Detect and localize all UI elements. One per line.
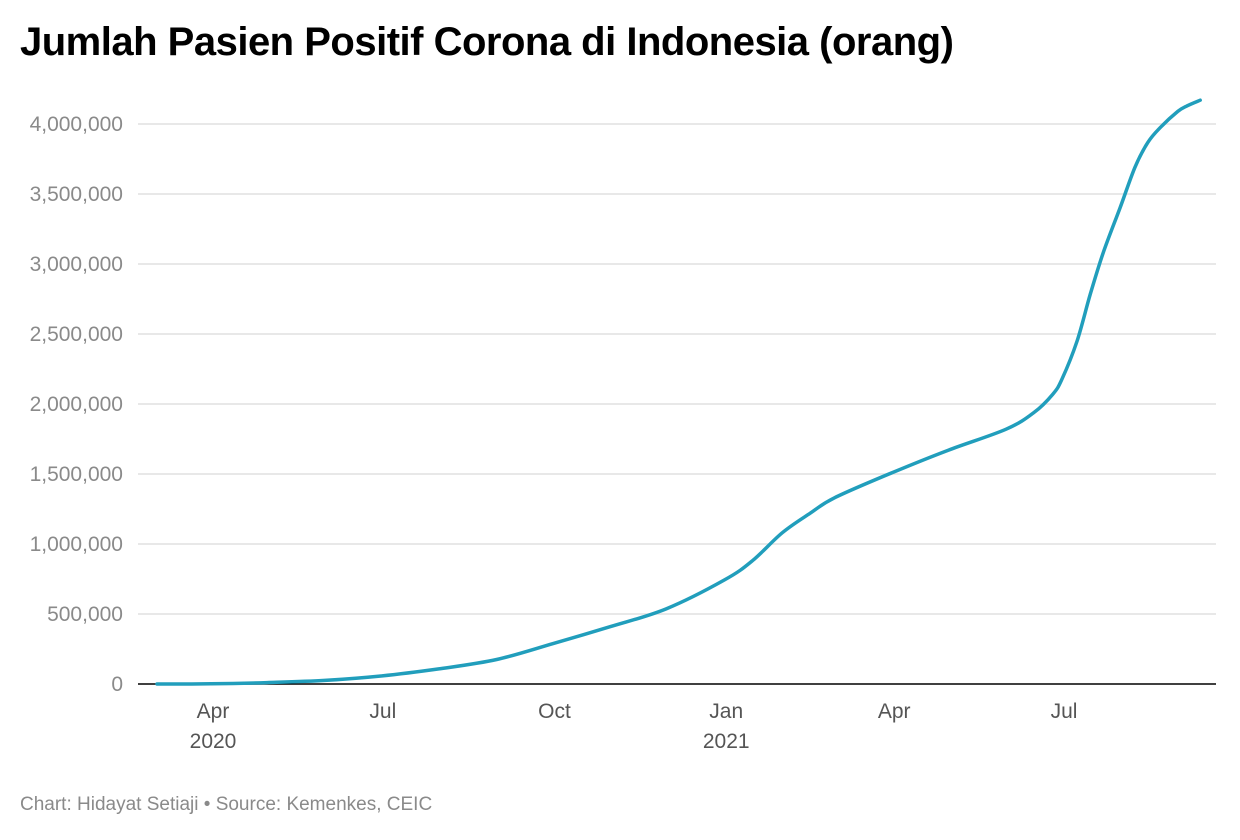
line-chart: 0 500,000 1,000,000 1,500,000 2,000,000 2,500…	[30, 98, 1216, 753]
x-axis-ticks: Apr 2020 Jul Oct Jan 2021 Apr Jul	[190, 700, 1078, 753]
y-tick-label: 1,500,000	[30, 463, 123, 486]
x-tick-label: Oct	[538, 700, 571, 723]
y-tick-label: 4,000,000	[30, 113, 123, 136]
y-tick-label: 500,000	[47, 603, 123, 626]
x-tick-label: Apr	[197, 700, 230, 723]
series-line	[155, 98, 1202, 686]
chart-title: Jumlah Pasien Positif Corona di Indonesi…	[20, 20, 954, 64]
y-tick-label: 0	[111, 673, 123, 696]
y-tick-label: 3,500,000	[30, 183, 123, 206]
footer: Chart: Hidayat Setiaji • Source: Kemenke…	[20, 794, 432, 816]
y-tick-label: 2,500,000	[30, 323, 123, 346]
x-tick-year-label: 2021	[703, 730, 750, 753]
x-tick-label: Jul	[369, 700, 396, 723]
source-credit: Source: Kemenkes, CEIC	[215, 794, 433, 815]
x-tick-year-label: 2020	[190, 730, 237, 753]
x-tick-label: Jul	[1051, 700, 1078, 723]
x-tick-label: Jan	[709, 700, 743, 723]
y-axis-ticks: 0 500,000 1,000,000 1,500,000 2,000,000 2,500…	[30, 113, 123, 696]
x-tick-label: Apr	[878, 700, 911, 723]
chart-credit: Chart: Hidayat Setiaji	[20, 794, 199, 815]
grid-lines	[138, 123, 1216, 615]
y-tick-label: 3,000,000	[30, 253, 123, 276]
y-tick-label: 1,000,000	[30, 533, 123, 556]
footer-separator: •	[198, 794, 216, 815]
y-tick-label: 2,000,000	[30, 393, 123, 416]
